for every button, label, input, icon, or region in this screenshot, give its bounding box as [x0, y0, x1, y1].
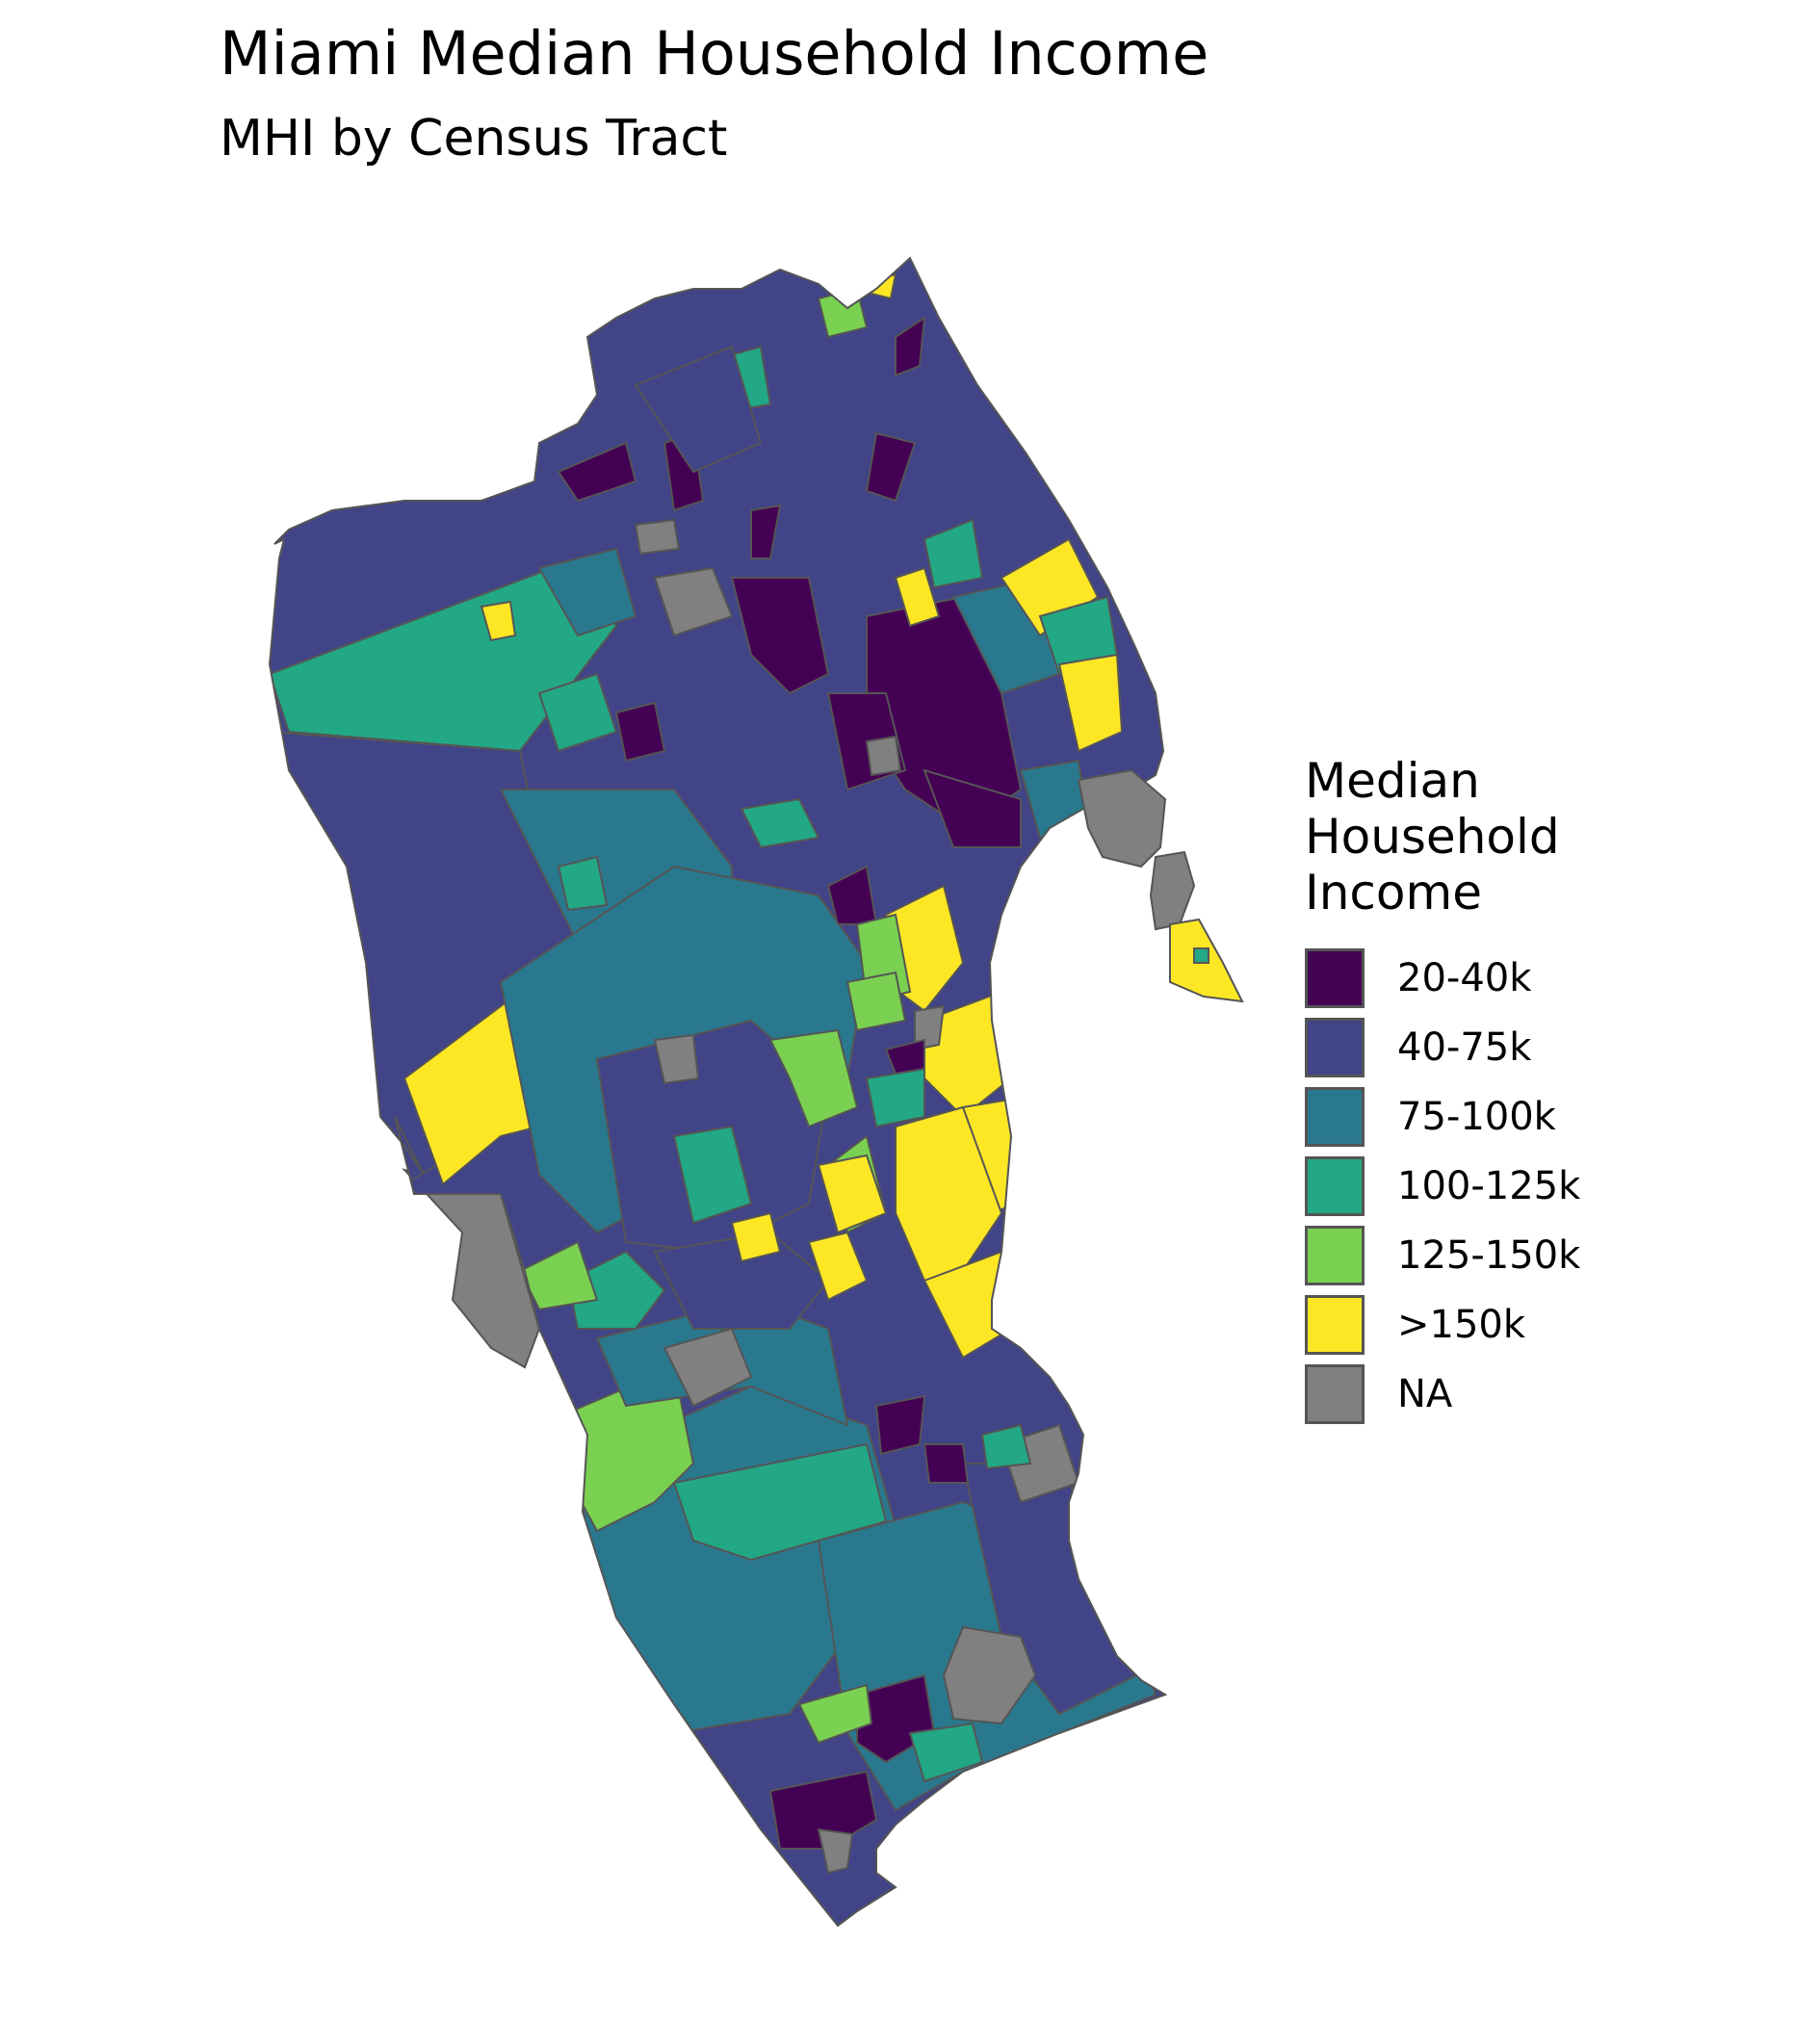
tract-na-north	[653, 566, 734, 637]
tract-na-north-2	[634, 518, 681, 556]
map-subtitle: MHI by Census Tract	[220, 110, 728, 168]
legend-item: 125-150k	[1305, 1221, 1757, 1290]
legend-label: 20-40k	[1397, 956, 1532, 1000]
tract-75-100-north	[537, 547, 637, 637]
legend-key-na	[1305, 1364, 1365, 1424]
tract-100-125-north-2	[923, 518, 984, 589]
legend-item: >150k	[1305, 1290, 1757, 1360]
tracts	[270, 258, 1165, 1926]
legend-item: NA	[1305, 1360, 1757, 1429]
tract-20-40-south-central-2	[923, 1443, 970, 1484]
tract-125-150-coast-2	[845, 971, 907, 1032]
legend-label: 75-100k	[1397, 1095, 1556, 1139]
legend-label: >150k	[1397, 1303, 1526, 1347]
legend-key-75-100k	[1305, 1087, 1365, 1147]
legend-key-100-125k	[1305, 1156, 1365, 1216]
tract-gt150-coast-7	[730, 1211, 782, 1263]
tract-gt150-northwest	[480, 600, 517, 642]
tract-20-40-mid-2	[614, 701, 666, 763]
tract-20-40-coast	[884, 1038, 925, 1076]
legend-key-40-75k	[1305, 1018, 1365, 1077]
tract-na-far-south	[817, 1828, 854, 1875]
legend-key-gt150k	[1305, 1295, 1365, 1355]
tract-100-125-island	[1193, 947, 1209, 964]
tract-gt150-north-2	[894, 566, 941, 628]
legend-key-20-40k	[1305, 948, 1365, 1008]
tract-40-75-north	[634, 345, 763, 474]
tract-125-150-north	[817, 287, 869, 339]
legend-title: Median Household Income	[1305, 753, 1560, 920]
tract-na-core	[865, 735, 902, 777]
tract-100-125-center	[672, 1125, 753, 1225]
map-title: Miami Median Household Income	[220, 18, 1209, 89]
legend-label: 40-75k	[1397, 1025, 1532, 1070]
legend-key-125-150k	[1305, 1226, 1365, 1285]
tract-100-125-west-2	[740, 797, 820, 849]
legend-label: 125-150k	[1397, 1233, 1581, 1278]
tract-20-40-north	[557, 441, 637, 503]
legend-item: 100-125k	[1305, 1152, 1757, 1221]
tract-20-40-north-4	[895, 315, 926, 377]
tract-100-125-west-3	[557, 855, 609, 912]
legend-label: 100-125k	[1397, 1164, 1581, 1208]
tract-100-125-far-south	[908, 1722, 984, 1783]
tract-20-40-core-4	[923, 768, 1022, 848]
legend-items: 20-40k 40-75k 75-100k 100-125k 125-150k …	[1305, 944, 1757, 1429]
tract-na-island	[1077, 768, 1167, 868]
legend: Median Household Income 20-40k 40-75k 75…	[1305, 753, 1757, 1429]
tract-100-125-center-south	[566, 1250, 666, 1330]
tract-20-40-south-central	[874, 1394, 926, 1456]
mainland-outline	[268, 256, 1168, 1928]
tract-gt150-north	[870, 272, 897, 300]
island-tracts	[1077, 768, 1244, 1003]
legend-label: NA	[1397, 1372, 1453, 1416]
tract-na-south	[942, 1625, 1037, 1725]
legend-item: 75-100k	[1305, 1082, 1757, 1152]
tract-100-125-coast	[865, 1067, 925, 1128]
tract-100-125-northwest-2	[537, 672, 618, 753]
tract-na-coast	[914, 1004, 946, 1051]
tract-125-150-south	[797, 1683, 873, 1745]
tract-na-island-2	[1149, 850, 1196, 931]
tract-na-center	[653, 1033, 700, 1085]
tract-gt150-coast-5	[817, 1154, 888, 1234]
legend-item: 20-40k	[1305, 944, 1757, 1013]
legend-item: 40-75k	[1305, 1013, 1757, 1082]
tract-20-40-north-3	[865, 431, 917, 503]
tract-20-40-core	[730, 577, 830, 695]
tract-125-150-center	[768, 1028, 859, 1128]
tract-gt150-coastal-north-2	[1057, 653, 1124, 753]
tract-gt150-coast-6	[807, 1231, 869, 1302]
tract-125-150-center-south	[518, 1240, 599, 1311]
tract-100-125-southeast	[980, 1423, 1032, 1470]
tract-20-40-north-5	[750, 504, 782, 559]
tract-na-south-mid	[663, 1327, 753, 1408]
